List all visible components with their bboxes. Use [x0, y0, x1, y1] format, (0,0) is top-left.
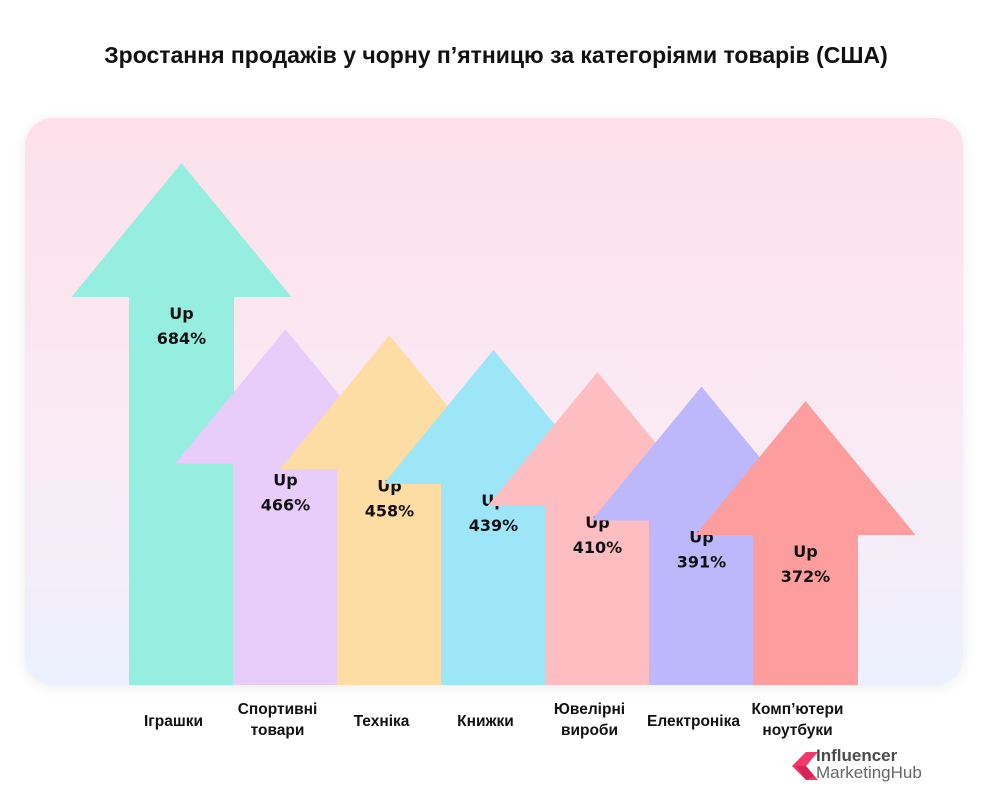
- arrow-shape: [695, 401, 916, 685]
- category-label: Комп’ютери: [752, 701, 844, 718]
- category-label: вироби: [561, 722, 618, 739]
- data-label-value: 466%: [261, 495, 310, 514]
- data-label-value: 439%: [469, 516, 518, 535]
- arrow-bar-1: Up 684%: [71, 163, 292, 685]
- data-label-value: 372%: [781, 567, 830, 586]
- category-label: Іграшки: [144, 713, 203, 730]
- category-label: товари: [251, 722, 305, 739]
- data-label-value: 684%: [157, 329, 206, 348]
- category-label: Техніка: [354, 713, 410, 730]
- data-label-value: 458%: [365, 501, 414, 520]
- category-label: ноутбуки: [762, 722, 832, 739]
- data-label-value: 410%: [573, 538, 622, 557]
- chart-title: Зростання продажів у чорну п’ятницю за к…: [104, 42, 888, 68]
- data-label-value: 391%: [677, 553, 726, 572]
- logo-line2: MarketingHub: [816, 763, 922, 782]
- data-label-prefix: Up: [793, 542, 817, 561]
- logo-mark-icon: [792, 752, 818, 780]
- arrow-bar-7: Up 372%: [695, 401, 916, 685]
- logo-line1: Influencer: [816, 746, 898, 765]
- category-label: Електроніка: [647, 713, 740, 730]
- category-label: Спортивні: [238, 701, 318, 718]
- arrow-shape: [71, 163, 292, 685]
- category-label: Ювелірні: [554, 701, 625, 718]
- data-label-prefix: Up: [273, 470, 297, 489]
- category-label: Книжки: [457, 713, 514, 730]
- data-label-prefix: Up: [169, 304, 193, 323]
